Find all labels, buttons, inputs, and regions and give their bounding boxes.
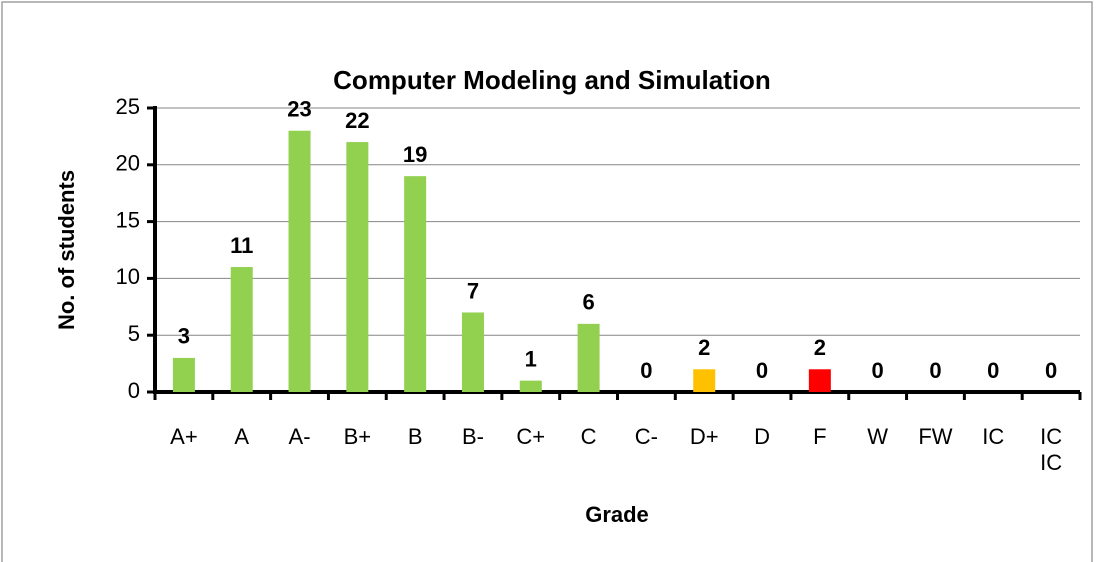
bar [404,176,427,392]
x-tick-label: A+ [170,424,198,449]
x-tick-label: D+ [689,424,719,449]
y-tick-label: 25 [116,94,140,119]
y-tick-label: 0 [128,378,140,403]
y-axis-label: No. of students [54,170,79,330]
data-label: 1 [525,346,537,371]
data-label: 0 [872,358,884,383]
x-tick-label: B- [461,424,484,449]
x-tick-label: C+ [516,424,546,449]
x-tick-label: C- [634,424,659,449]
data-label: 0 [1045,358,1057,383]
data-label: 3 [178,324,190,349]
bar [693,369,716,392]
bar [172,357,195,392]
chart-title: Computer Modeling and Simulation [333,65,771,95]
data-label: 22 [345,108,369,133]
bar [288,130,311,392]
data-label: 6 [582,290,594,315]
x-tick-label: FW [918,424,953,449]
x-tick-label: B [407,424,423,449]
data-label: 2 [814,335,826,360]
data-label: 23 [287,97,311,122]
bar [230,267,253,392]
bar [808,369,831,392]
data-label: 2 [698,335,710,360]
y-tick-label: 5 [128,321,140,346]
x-tick-label: B+ [343,424,372,449]
bar [577,323,600,392]
data-label: 7 [467,278,479,303]
y-tick-label: 20 [116,151,140,176]
x-tick-label: A- [288,424,311,449]
bar [461,312,484,392]
x-tick-label: W [867,424,889,449]
data-label: 0 [756,358,768,383]
y-tick-label: 15 [116,207,140,232]
bar [346,142,369,392]
x-tick-label: D [754,424,770,449]
data-label: 0 [929,358,941,383]
data-label: 0 [640,358,652,383]
x-tick-label: A [234,424,250,449]
x-tick-label: IC IC [1040,424,1063,475]
x-tick-label: IC [982,424,1005,449]
bar [519,380,542,392]
x-tick-label: C [580,424,597,449]
y-tick-label: 10 [116,264,140,289]
data-label: 0 [987,358,999,383]
data-label: 11 [230,233,253,258]
data-label: 19 [403,142,427,167]
x-tick-label: F [813,424,827,449]
x-axis-label: Grade [585,502,649,527]
